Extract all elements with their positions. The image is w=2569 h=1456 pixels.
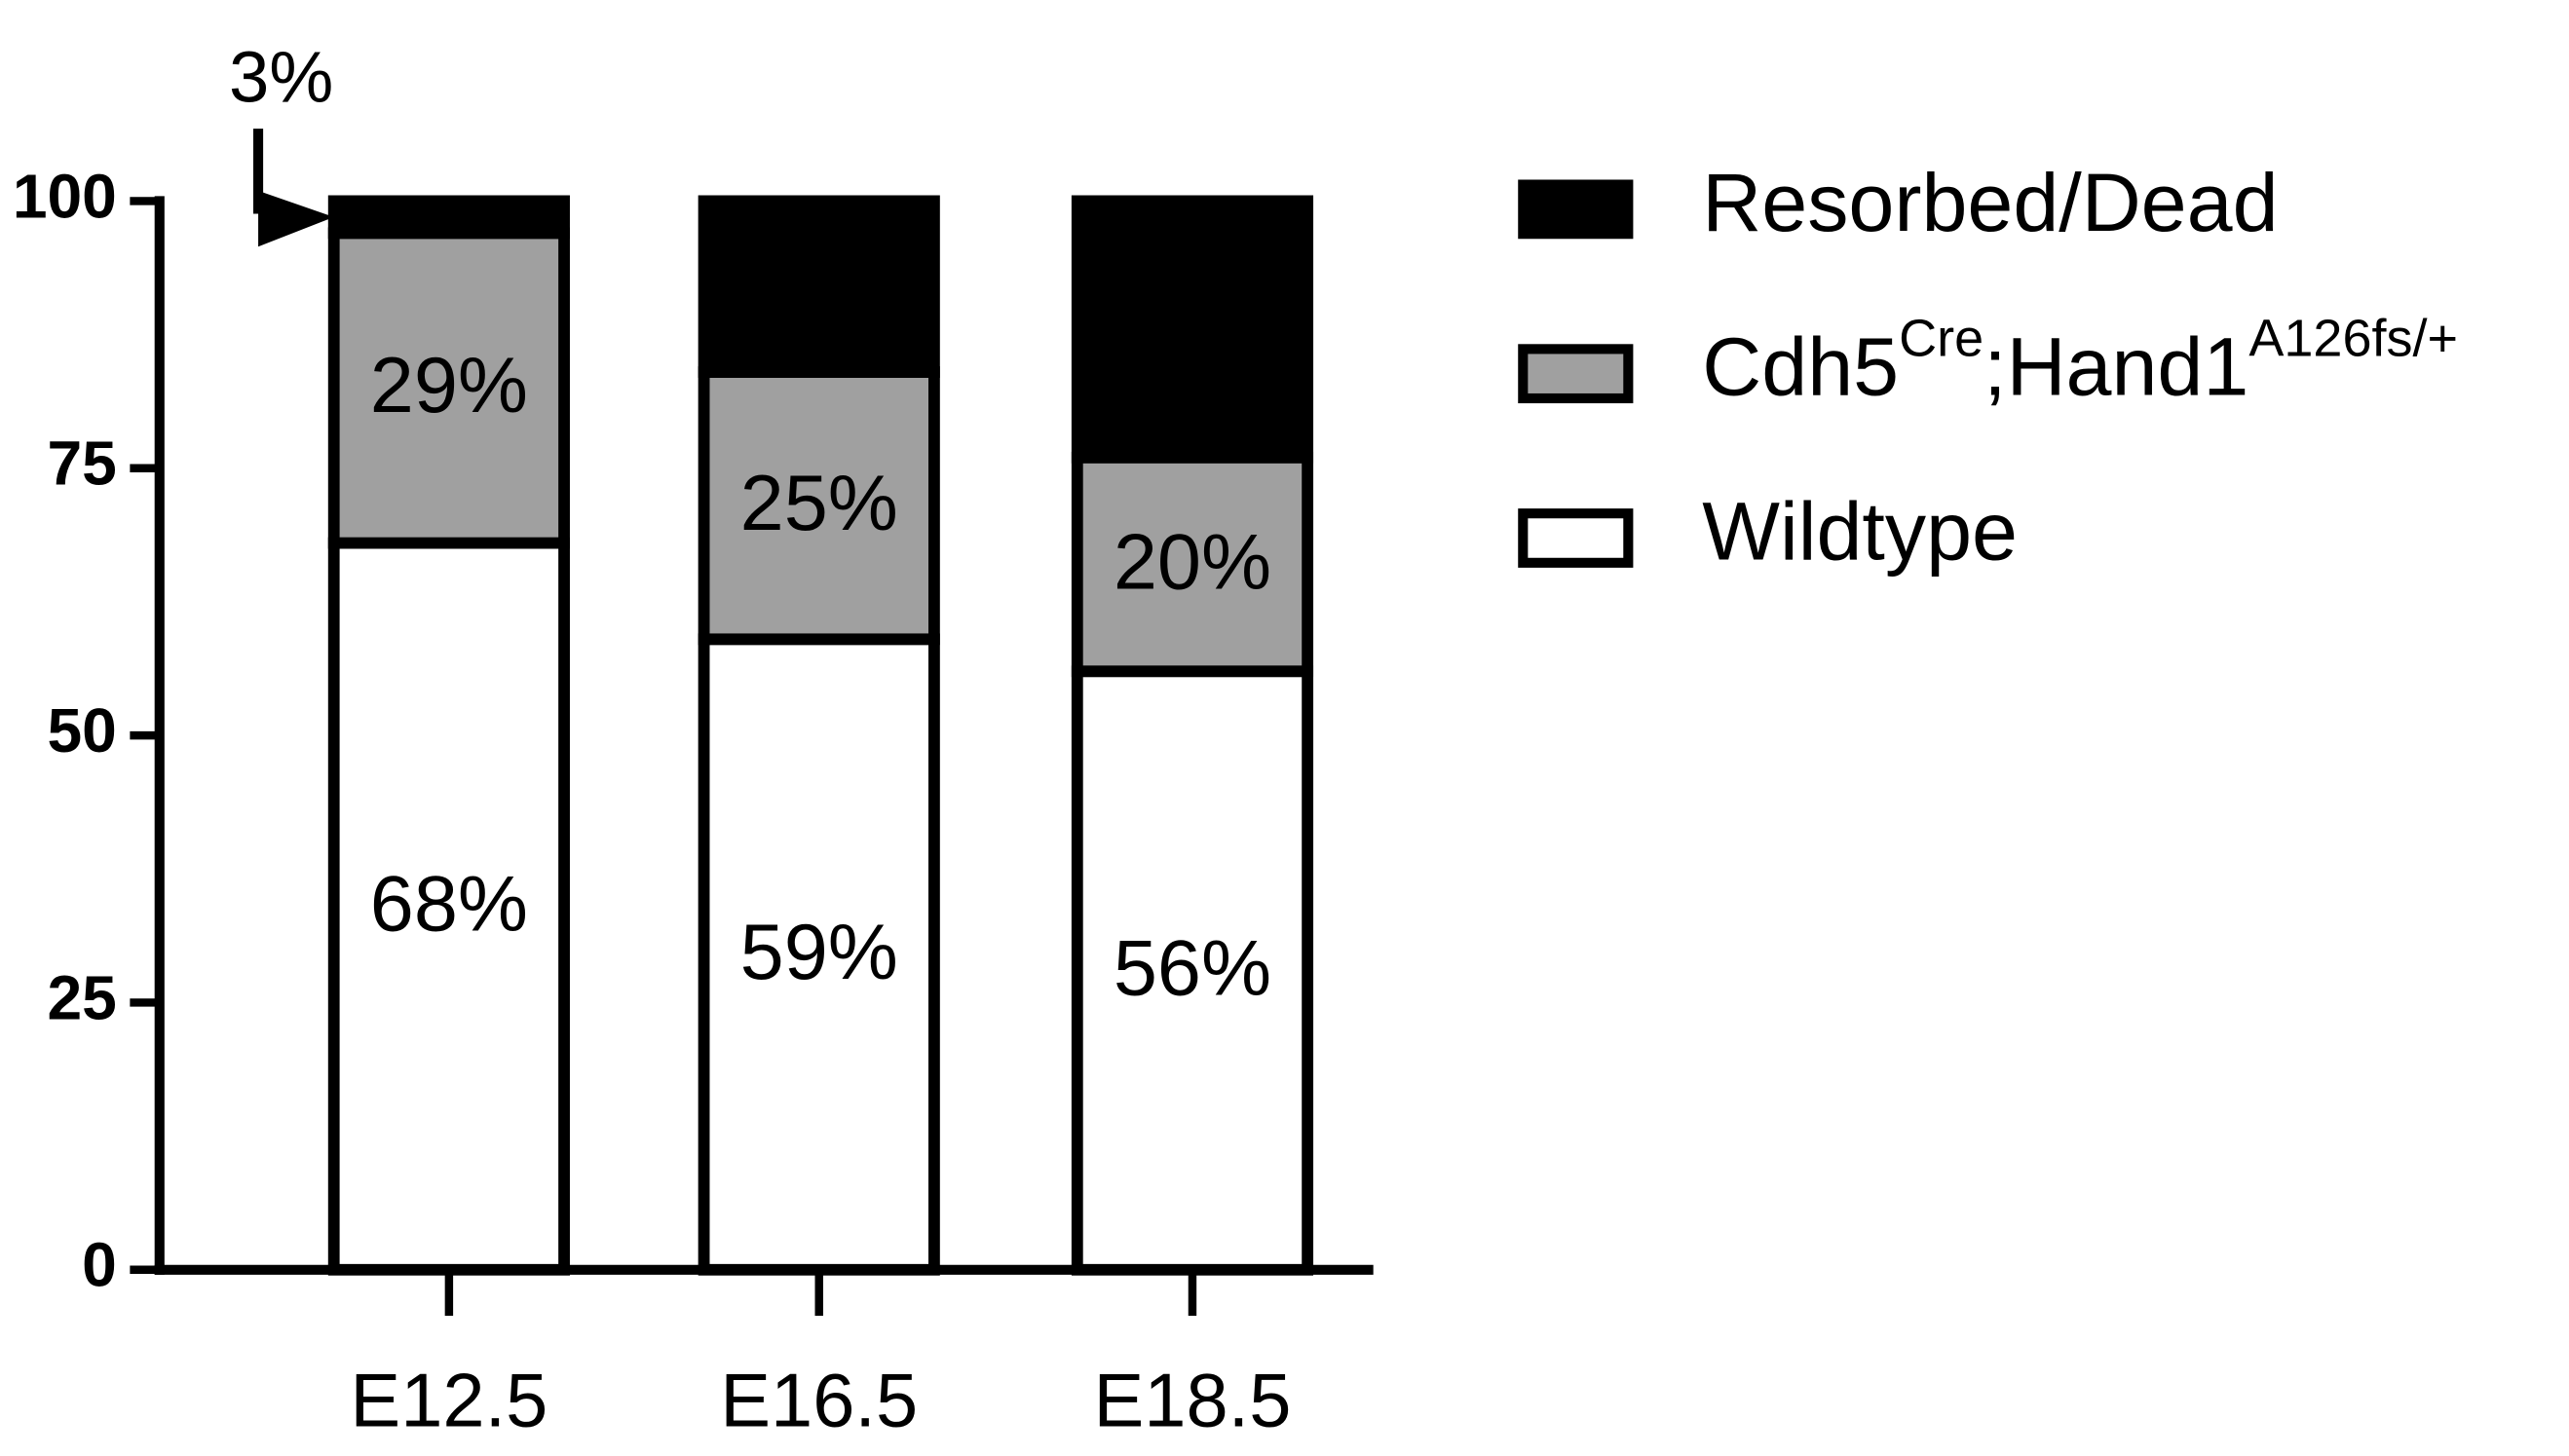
- bar-segment: [698, 195, 940, 378]
- y-tick-label: 100: [13, 161, 117, 231]
- data-label: 59%: [740, 909, 898, 996]
- legend-label-part: Wildtype: [1702, 486, 2018, 578]
- data-label: 68%: [370, 860, 528, 948]
- legend-swatch: [1518, 179, 1634, 240]
- data-label: 25%: [740, 460, 898, 547]
- legend-label-part: A126fs/+: [2248, 310, 2458, 368]
- legend-label: Resorbed/Dead: [1702, 157, 2278, 248]
- legend-label-part: ;Hand1: [1983, 321, 2248, 413]
- y-tick-label: 0: [82, 1230, 117, 1300]
- bar-segment: [698, 633, 940, 1276]
- data-label: 16%: [740, 241, 898, 328]
- legend-label-part: Cdh5: [1702, 321, 1899, 413]
- y-tick-label: 50: [48, 695, 117, 765]
- legend-label-part: Cre: [1899, 310, 1983, 368]
- data-label: 3%: [229, 36, 333, 117]
- y-tick-label: 25: [48, 962, 117, 1032]
- x-tick-label: E16.5: [720, 1359, 918, 1442]
- legend-swatch: [1518, 508, 1634, 568]
- bar-segment: [327, 195, 570, 240]
- bar-segment: [1071, 195, 1314, 464]
- annotation-arrowhead: [258, 190, 334, 247]
- legend-swatch: [1518, 344, 1634, 404]
- x-tick-label: E12.5: [350, 1359, 548, 1442]
- legend-label: Cdh5Cre;Hand1A126fs/+: [1702, 310, 2458, 413]
- bar-segment: [327, 227, 570, 549]
- data-label: 56%: [1114, 924, 1271, 1012]
- data-label: 24%: [1114, 283, 1271, 371]
- x-tick-label: E18.5: [1094, 1359, 1292, 1442]
- y-tick-label: 75: [48, 429, 117, 499]
- legend-label: Wildtype: [1702, 486, 2018, 578]
- data-label: 20%: [1114, 518, 1271, 606]
- legend-label-part: Resorbed/Dead: [1702, 157, 2278, 248]
- data-label: 29%: [370, 342, 528, 429]
